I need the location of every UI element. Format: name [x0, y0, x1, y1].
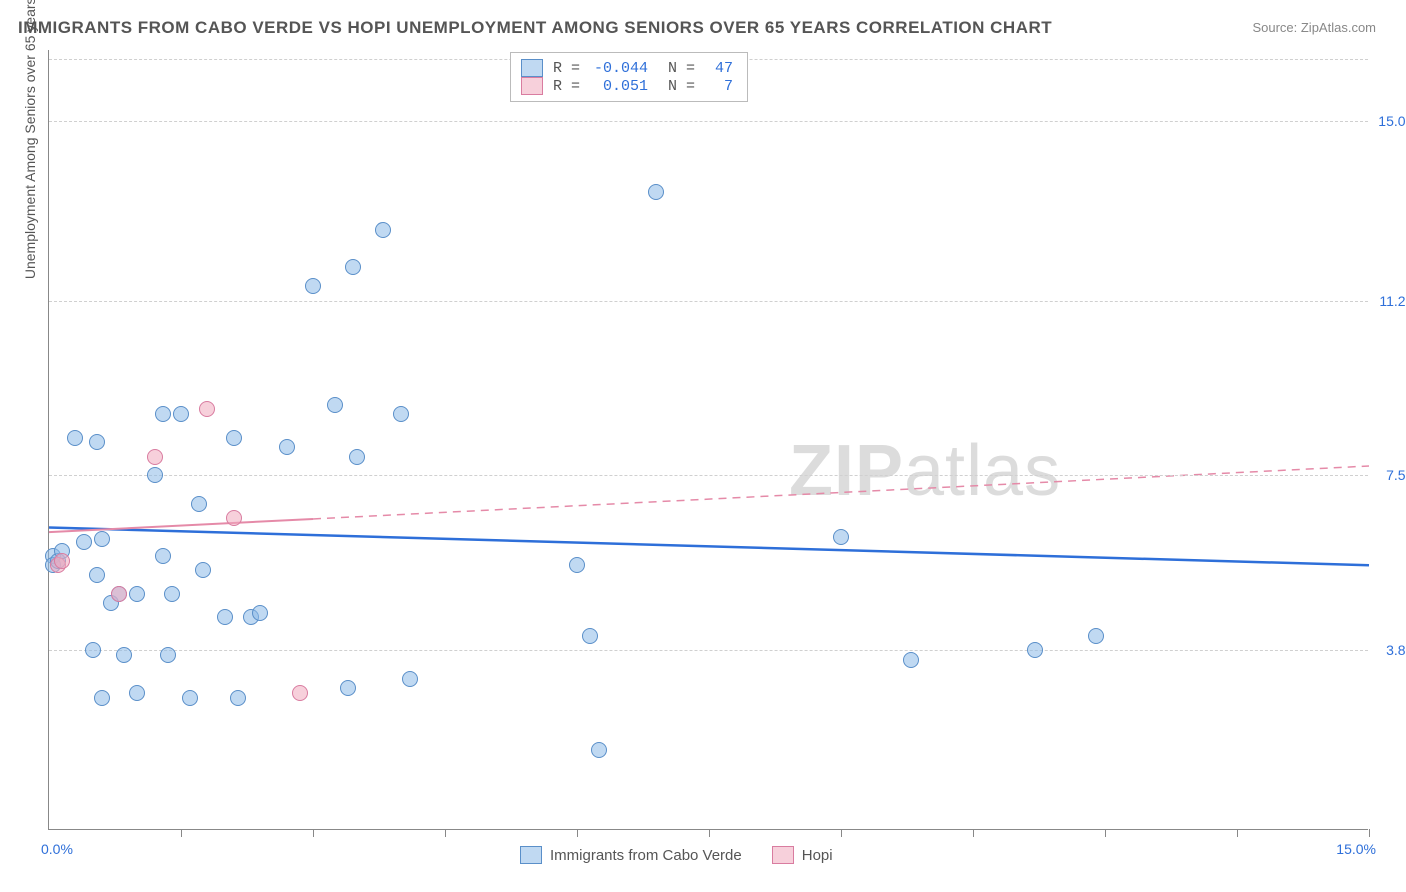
data-point — [217, 609, 233, 625]
data-point — [94, 531, 110, 547]
y-tick-label: 11.2% — [1372, 293, 1406, 309]
legend-series: Immigrants from Cabo Verde Hopi — [520, 846, 833, 864]
data-point — [345, 259, 361, 275]
data-point — [349, 449, 365, 465]
gridline — [49, 121, 1368, 122]
x-tick — [709, 829, 710, 837]
data-point — [76, 534, 92, 550]
data-point — [116, 647, 132, 663]
swatch-icon — [521, 77, 543, 95]
trendlines — [49, 50, 1369, 830]
gridline — [49, 475, 1368, 476]
x-tick — [445, 829, 446, 837]
x-tick — [1105, 829, 1106, 837]
data-point — [582, 628, 598, 644]
swatch-icon — [521, 59, 543, 77]
r-value: 0.051 — [590, 78, 648, 95]
r-value: -0.044 — [590, 60, 648, 77]
r-label: R = — [553, 78, 580, 95]
legend-stat-row: R = -0.044 N = 47 — [521, 59, 733, 77]
data-point — [230, 690, 246, 706]
data-point — [147, 467, 163, 483]
data-point — [173, 406, 189, 422]
swatch-icon — [772, 846, 794, 864]
data-point — [89, 434, 105, 450]
data-point — [67, 430, 83, 446]
n-label: N = — [668, 60, 695, 77]
data-point — [89, 567, 105, 583]
gridline — [49, 301, 1368, 302]
legend-item-cabo-verde: Immigrants from Cabo Verde — [520, 846, 742, 864]
data-point — [111, 586, 127, 602]
r-label: R = — [553, 60, 580, 77]
data-point — [191, 496, 207, 512]
x-tick — [181, 829, 182, 837]
data-point — [195, 562, 211, 578]
data-point — [340, 680, 356, 696]
data-point — [402, 671, 418, 687]
x-min-label: 0.0% — [41, 841, 73, 857]
data-point — [305, 278, 321, 294]
data-point — [375, 222, 391, 238]
gridline — [49, 650, 1368, 651]
data-point — [591, 742, 607, 758]
legend-stat-row: R = 0.051 N = 7 — [521, 77, 733, 95]
data-point — [569, 557, 585, 573]
x-tick — [313, 829, 314, 837]
y-axis-title: Unemployment Among Seniors over 65 years — [22, 0, 38, 279]
x-tick — [577, 829, 578, 837]
data-point — [182, 690, 198, 706]
y-tick-label: 7.5% — [1372, 467, 1406, 483]
data-point — [903, 652, 919, 668]
legend-label: Immigrants from Cabo Verde — [550, 847, 742, 864]
y-tick-label: 3.8% — [1372, 642, 1406, 658]
data-point — [129, 685, 145, 701]
x-tick — [1237, 829, 1238, 837]
data-point — [1027, 642, 1043, 658]
data-point — [85, 642, 101, 658]
data-point — [327, 397, 343, 413]
legend-stats: R = -0.044 N = 47 R = 0.051 N = 7 — [510, 52, 748, 102]
swatch-icon — [520, 846, 542, 864]
x-tick — [1369, 829, 1370, 837]
chart-title: IMMIGRANTS FROM CABO VERDE VS HOPI UNEMP… — [18, 18, 1052, 38]
watermark: ZIPatlas — [789, 430, 1061, 512]
data-point — [279, 439, 295, 455]
y-tick-label: 15.0% — [1372, 113, 1406, 129]
x-max-label: 15.0% — [1336, 841, 1376, 857]
data-point — [648, 184, 664, 200]
data-point — [1088, 628, 1104, 644]
data-point — [129, 586, 145, 602]
plot-area: ZIPatlas 0.0% 15.0% 3.8%7.5%11.2%15.0% — [48, 50, 1368, 830]
data-point — [252, 605, 268, 621]
data-point — [226, 510, 242, 526]
data-point — [833, 529, 849, 545]
legend-label: Hopi — [802, 847, 833, 864]
n-value: 7 — [705, 78, 733, 95]
n-value: 47 — [705, 60, 733, 77]
data-point — [164, 586, 180, 602]
data-point — [160, 647, 176, 663]
data-point — [292, 685, 308, 701]
data-point — [94, 690, 110, 706]
data-point — [226, 430, 242, 446]
x-tick — [841, 829, 842, 837]
data-point — [155, 406, 171, 422]
data-point — [54, 553, 70, 569]
data-point — [199, 401, 215, 417]
x-tick — [973, 829, 974, 837]
data-point — [155, 548, 171, 564]
data-point — [393, 406, 409, 422]
source-label: Source: ZipAtlas.com — [1252, 20, 1376, 35]
n-label: N = — [668, 78, 695, 95]
legend-item-hopi: Hopi — [772, 846, 833, 864]
data-point — [147, 449, 163, 465]
